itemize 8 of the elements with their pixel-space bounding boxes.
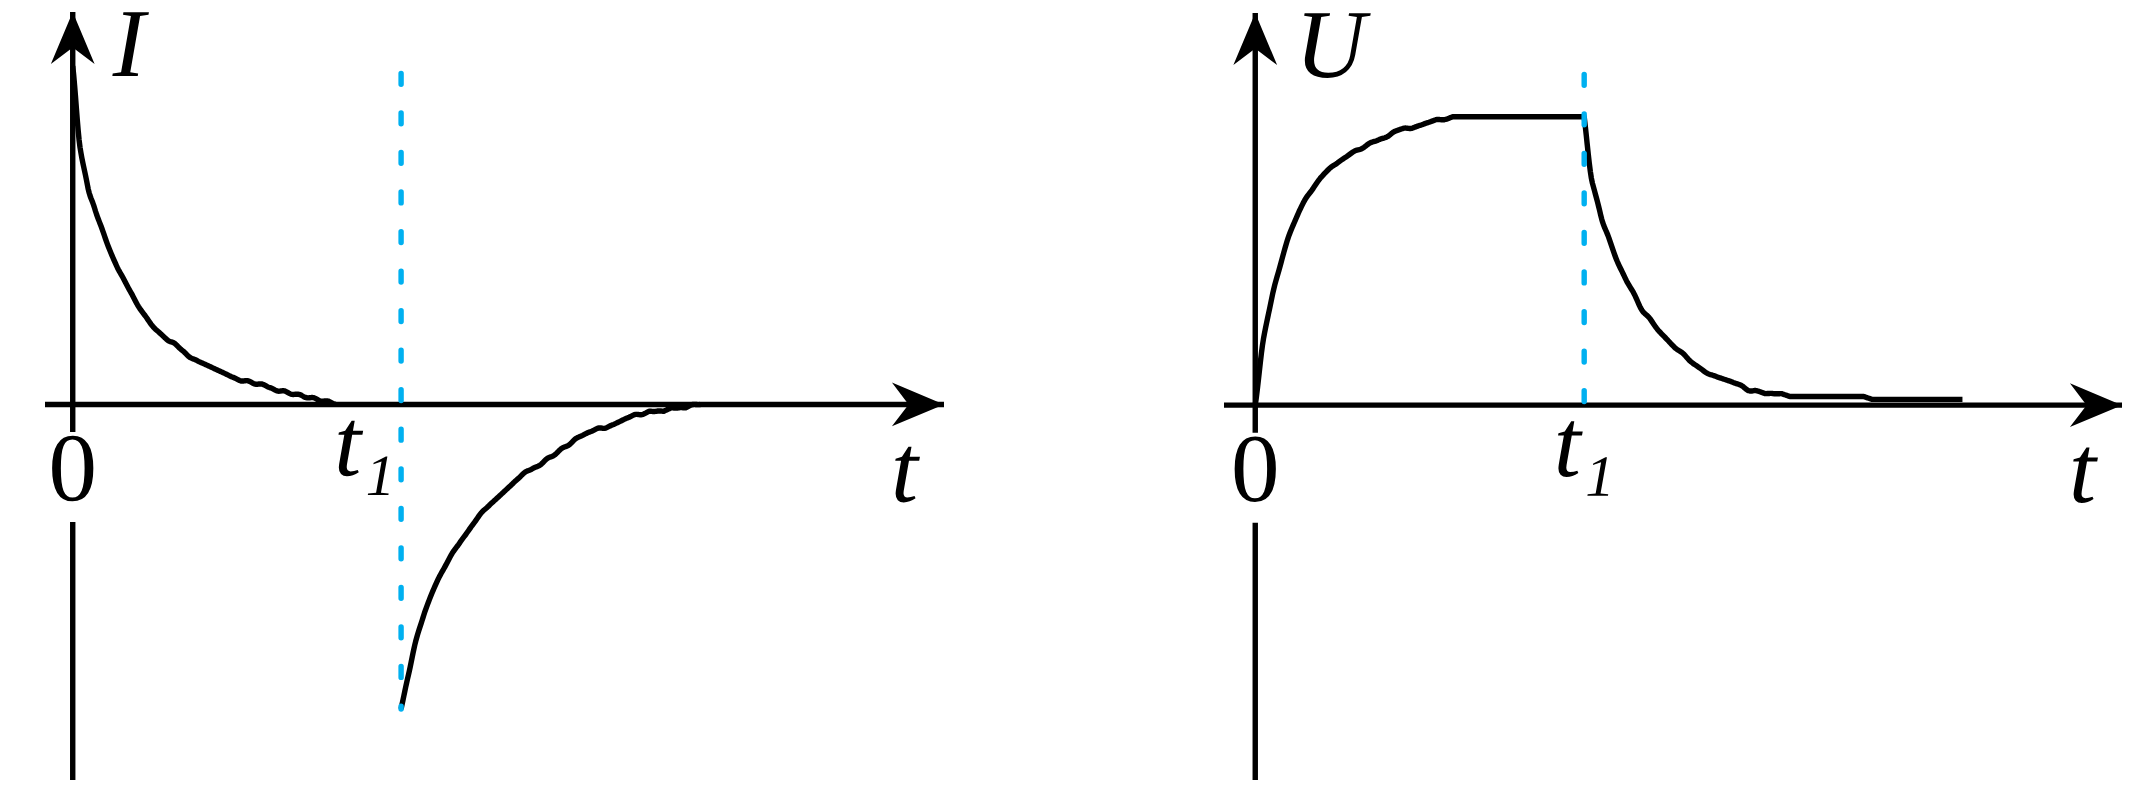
x-tick-label: 0 — [1234, 436, 1276, 503]
x-axis-title: t — [2073, 447, 2098, 504]
x-tick-label: 0 — [52, 435, 94, 502]
x-axis-title: t — [895, 446, 920, 503]
y-axis-title: U — [1304, 13, 1371, 78]
x-tick-label: t₁ — [338, 420, 389, 496]
x-tick-label: t₁ — [1558, 421, 1609, 496]
y-axis-title: I — [112, 12, 149, 76]
